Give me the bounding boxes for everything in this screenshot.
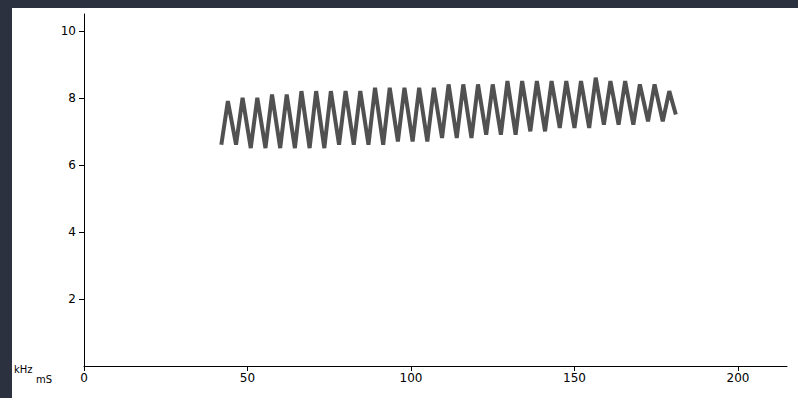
svg-text:kHz: kHz <box>14 364 33 375</box>
svg-text:50: 50 <box>240 371 255 385</box>
svg-text:0: 0 <box>80 371 88 385</box>
svg-text:2: 2 <box>68 292 76 306</box>
svg-text:mS: mS <box>36 374 52 385</box>
svg-text:10: 10 <box>61 24 76 38</box>
svg-text:150: 150 <box>563 371 586 385</box>
svg-text:100: 100 <box>400 371 423 385</box>
svg-text:4: 4 <box>68 225 76 239</box>
svg-text:200: 200 <box>727 371 750 385</box>
svg-text:6: 6 <box>68 158 76 172</box>
svg-text:8: 8 <box>68 91 76 105</box>
